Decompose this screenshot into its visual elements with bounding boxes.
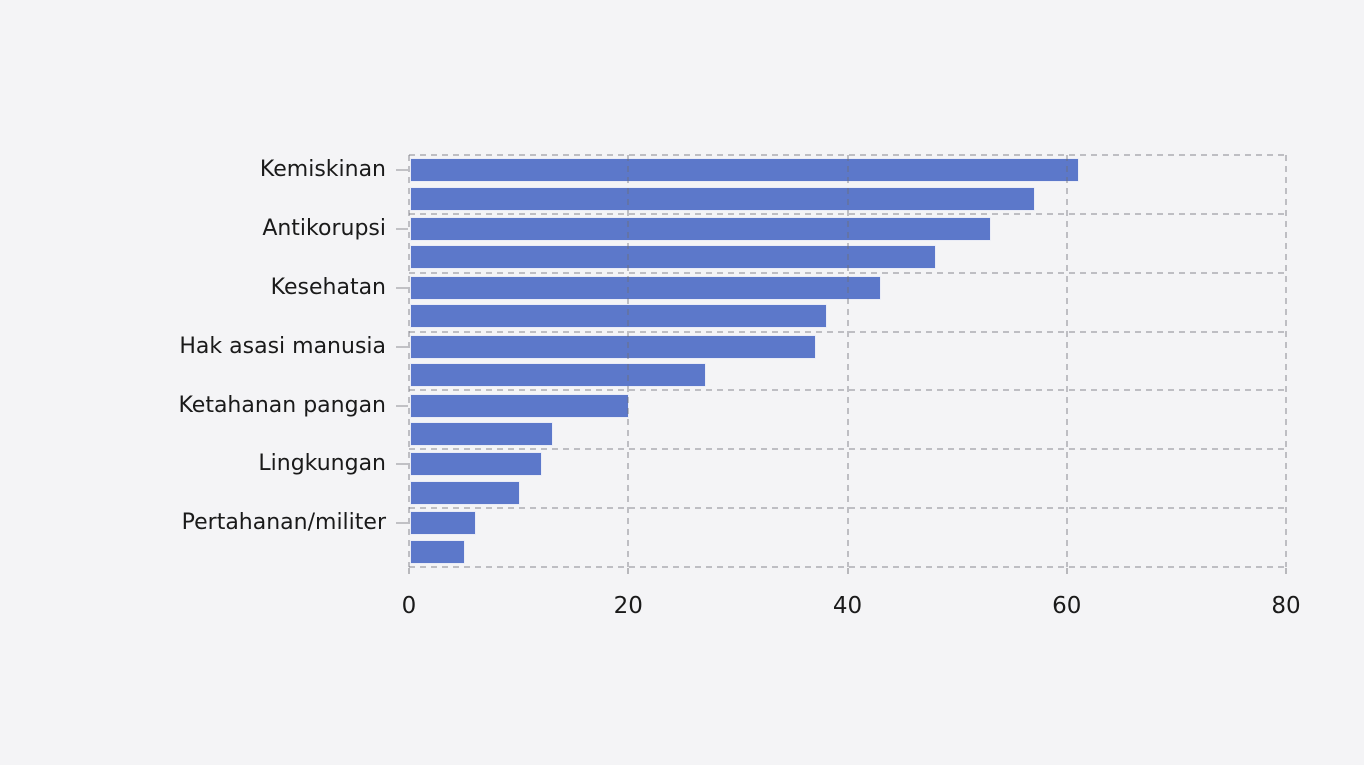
horizontal-gridline xyxy=(409,330,1286,333)
y-axis-tick xyxy=(396,345,408,348)
horizontal-gridline xyxy=(409,566,1286,568)
bar xyxy=(410,186,1035,211)
category-label: Kesehatan xyxy=(270,274,386,300)
x-tick-label: 80 xyxy=(1271,593,1301,619)
category-label: Lingkungan xyxy=(258,451,386,477)
x-tick-label: 40 xyxy=(832,593,863,619)
vertical-gridline xyxy=(408,155,410,567)
x-axis-tick xyxy=(627,568,630,574)
category-label: Pertahanan/militer xyxy=(181,510,386,536)
vertical-gridline xyxy=(1065,155,1068,567)
horizontal-gridline xyxy=(409,448,1286,451)
bar xyxy=(410,452,542,477)
category-label: Hak asasi manusia xyxy=(179,333,386,359)
x-axis-tick xyxy=(846,568,849,574)
y-axis-tick xyxy=(396,522,408,525)
horizontal-gridline xyxy=(409,271,1286,274)
vertical-gridline xyxy=(846,155,849,567)
bar xyxy=(410,393,630,418)
horizontal-gridline xyxy=(409,507,1286,510)
y-axis-tick xyxy=(396,404,408,407)
x-tick-label: 20 xyxy=(613,593,643,619)
bar xyxy=(410,275,882,300)
vertical-gridline xyxy=(1285,155,1287,567)
category-label: Ketahanan pangan xyxy=(178,392,386,418)
plot-area xyxy=(408,154,1287,568)
horizontal-gridline xyxy=(409,389,1286,392)
x-axis-tick xyxy=(408,568,410,574)
y-axis-tick xyxy=(396,228,408,231)
bar xyxy=(410,422,553,447)
bar xyxy=(410,334,816,359)
bar xyxy=(410,217,991,242)
bar xyxy=(410,363,706,388)
bar xyxy=(410,511,476,536)
vertical-gridline xyxy=(627,155,630,567)
x-axis-tick xyxy=(1065,568,1068,574)
bar xyxy=(410,539,465,564)
y-axis-tick xyxy=(396,286,408,289)
y-axis-tick xyxy=(396,463,408,466)
bar xyxy=(410,304,827,329)
x-tick-label: 60 xyxy=(1052,593,1082,619)
bar xyxy=(410,245,937,270)
horizontal-gridline xyxy=(409,154,1286,156)
horizontal-gridline xyxy=(409,212,1286,215)
x-tick-label: 0 xyxy=(401,593,417,619)
x-axis-tick xyxy=(1285,568,1287,574)
bar xyxy=(410,480,520,505)
category-label: Kemiskinan xyxy=(259,157,386,183)
bar xyxy=(410,158,1079,183)
category-label: Antikorupsi xyxy=(262,216,386,242)
y-axis-tick xyxy=(396,169,408,172)
